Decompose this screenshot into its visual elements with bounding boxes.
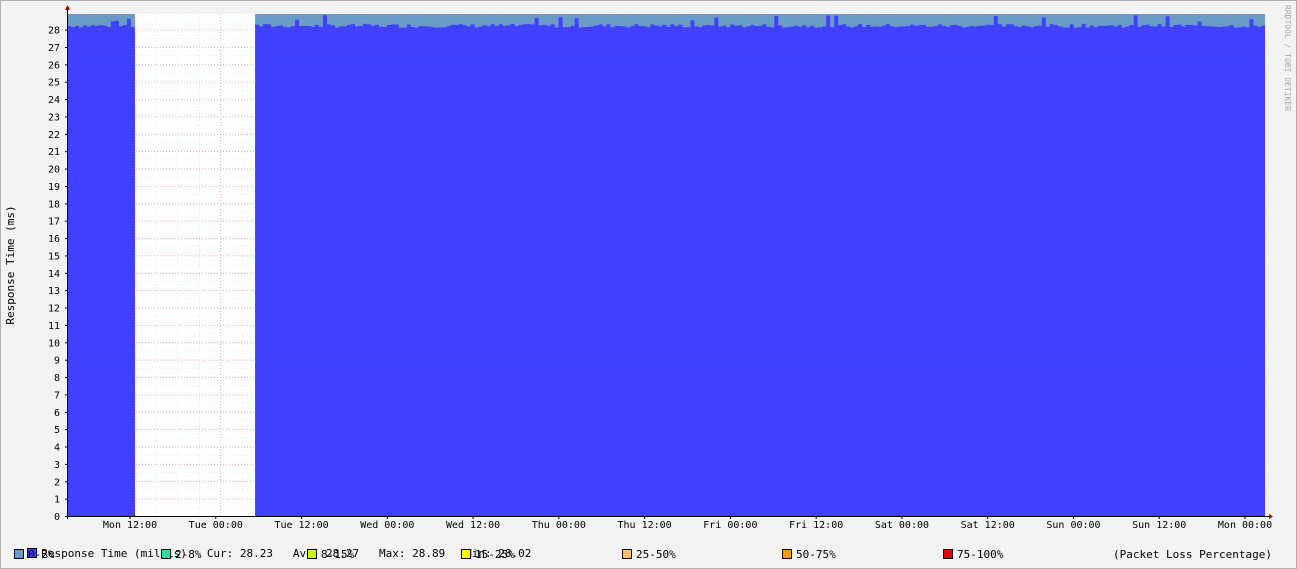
y-tick-label: 19 [48, 182, 60, 193]
loss-legend-label: 75-100% [957, 548, 1004, 561]
loss-legend-item: 2-8% [161, 548, 202, 561]
y-tick-label: 11 [48, 321, 60, 332]
x-tick-labels: Mon 12:00 Tue 00:00 Tue 12:00 Wed 00:00 Wed … [103, 520, 1272, 531]
watermark: RRDTOOL / TOBI OETIKER [1283, 5, 1292, 111]
y-tick-label: 12 [48, 304, 60, 315]
grid-overlay [67, 20, 1265, 508]
loss-legend-label: 0-2% [28, 548, 55, 561]
y-tick-label: 10 [48, 338, 60, 349]
x-tick-label: Mon 00:00 [1218, 520, 1272, 531]
y-tick-label: 20 [48, 165, 60, 176]
loss-legend-item: 15-25% [461, 548, 515, 561]
y-tick-label: 5 [54, 425, 60, 436]
response-time-area [67, 18, 135, 517]
y-tick-label: 16 [48, 234, 60, 245]
y-tick-label: 1 [54, 495, 60, 506]
series-areas [67, 14, 1265, 517]
x-tick-label: Wed 12:00 [446, 520, 500, 531]
y-tick-label: 4 [54, 443, 60, 454]
x-tick-label: Sun 12:00 [1132, 520, 1186, 531]
y-tick-label: 8 [54, 373, 60, 384]
x-tick-label: Sat 12:00 [961, 520, 1015, 531]
loss-legend-label: 8-15% [321, 548, 355, 561]
x-tick-label: Fri 00:00 [703, 520, 757, 531]
y-tick-label: 9 [54, 356, 60, 367]
y-tick-label: 24 [48, 95, 60, 106]
y-tick-label: 23 [48, 112, 60, 123]
y-tick-label: 22 [48, 130, 60, 141]
response-time-area [255, 15, 1265, 517]
y-tick-label: 17 [48, 217, 60, 228]
axes [65, 5, 1273, 519]
loss-legend-label: 2-8% [175, 548, 202, 561]
x-tick-label: Tue 00:00 [189, 520, 243, 531]
y-tick-label: 2 [54, 477, 60, 488]
x-tick-label: Tue 12:00 [274, 520, 328, 531]
loss-swatch [161, 549, 171, 559]
y-tick-label: 6 [54, 408, 60, 419]
y-tick-label: 21 [48, 147, 60, 158]
y-tick-label: 27 [48, 43, 60, 54]
x-tick-label: Sat 00:00 [875, 520, 929, 531]
y-axis-label: Response Time (ms) [4, 205, 17, 324]
series-legend-row: Response Time (millis) Cur: 28.23 Avg: 2… [14, 534, 531, 560]
y-axis-arrow [65, 5, 70, 10]
y-tick-label: 13 [48, 286, 60, 297]
x-tick-label: Thu 12:00 [618, 520, 672, 531]
x-axis-arrow [1269, 514, 1273, 519]
y-tick-label: 18 [48, 199, 60, 210]
loss-legend-item: 50-75% [782, 548, 836, 561]
series-swatch [27, 548, 38, 558]
loss-legend-label: 15-25% [475, 548, 515, 561]
x-tick-label: Sun 00:00 [1046, 520, 1100, 531]
y-tick-label: 15 [48, 251, 60, 262]
x-tick-label: Fri 12:00 [789, 520, 843, 531]
loss-legend-item: 25-50% [622, 548, 676, 561]
loss-legend-label: 50-75% [796, 548, 836, 561]
loss-swatch [622, 549, 632, 559]
y-tick-label: 0 [54, 512, 60, 523]
y-tick-label: 26 [48, 60, 60, 71]
loss-swatch [943, 549, 953, 559]
y-tick-labels: 0123456789101112131415161718192021222324… [48, 26, 60, 523]
y-tick-label: 28 [48, 26, 60, 37]
loss-swatch [307, 549, 317, 559]
x-tick-label: Wed 00:00 [360, 520, 414, 531]
loss-legend-item: 8-15% [307, 548, 354, 561]
y-tick-label: 3 [54, 460, 60, 471]
x-tick-label: Thu 00:00 [532, 520, 586, 531]
series-legend-text: Response Time (millis) Cur: 28.23 Avg: 2… [41, 547, 532, 560]
loss-swatch [782, 549, 792, 559]
loss-legend-label: 25-50% [636, 548, 676, 561]
loss-swatch [14, 549, 24, 559]
y-tick-label: 25 [48, 78, 60, 89]
x-tick-label: Mon 12:00 [103, 520, 157, 531]
loss-legend-item: 0-2% [14, 548, 55, 561]
y-tick-label: 14 [48, 269, 60, 280]
loss-swatch [461, 549, 471, 559]
loss-legend-item: 75-100% [943, 548, 1003, 561]
y-tick-label: 7 [54, 390, 60, 401]
packet-loss-title: (Packet Loss Percentage) [1113, 548, 1272, 561]
